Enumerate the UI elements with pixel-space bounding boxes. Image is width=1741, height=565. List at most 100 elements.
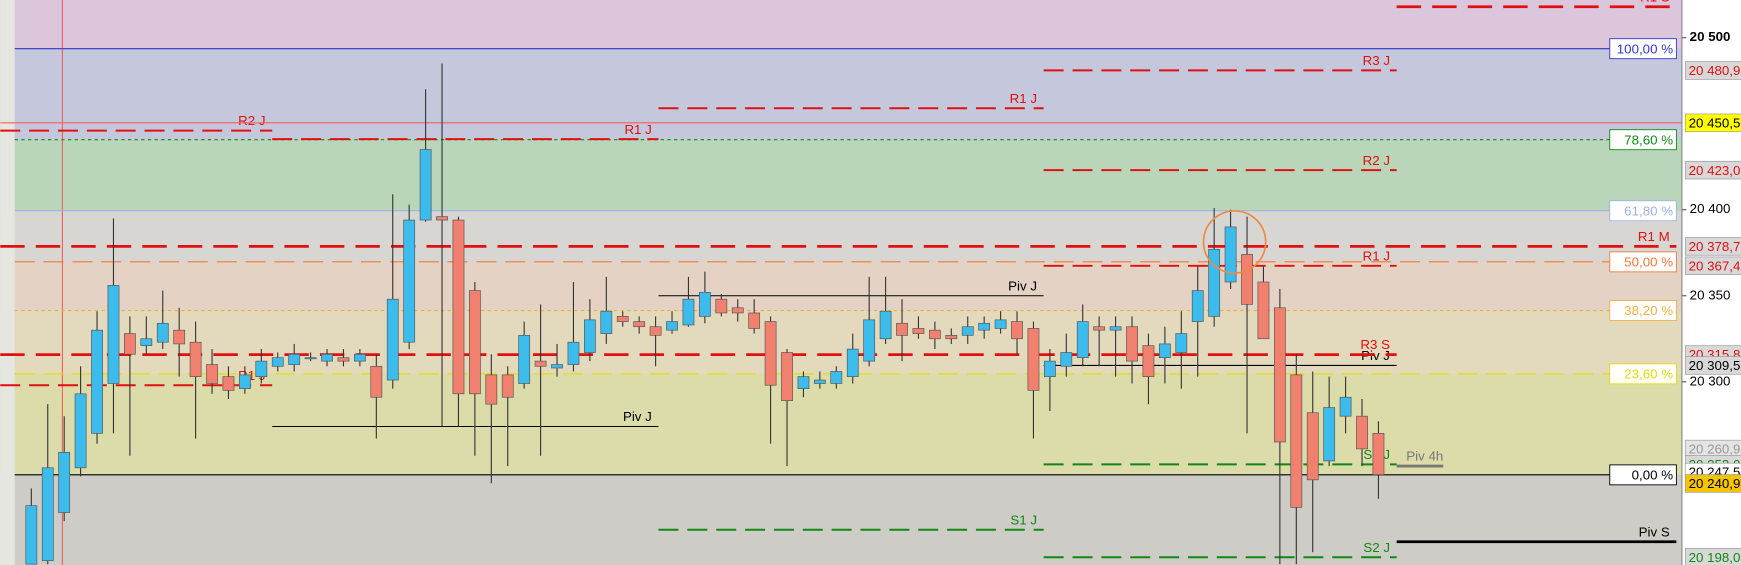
level-label: R3 J [1363,53,1390,68]
price-tag [1684,61,1741,80]
price-tag-label: 20 240,9 [1689,476,1741,491]
fib-label-box [1609,300,1677,321]
level-label: Piv J [1008,278,1037,293]
y-tick-label: 20 300 [1690,373,1731,388]
candle-body [58,451,71,513]
candle-body [41,467,54,562]
candle-body [699,291,711,317]
y-tick-label: 20 400 [1690,201,1731,216]
level-label: R2 J [1363,153,1390,168]
price-tag-label: 20 309,5 [1689,358,1741,373]
candle-body [304,357,317,360]
price-tag-label: 20 367,4 [1689,258,1741,273]
price-tag [1684,113,1741,133]
level-label: Piv S [1639,524,1670,539]
candle-body [518,334,531,384]
candle-body [1011,321,1023,340]
fib-zone [0,310,1682,374]
candle-body [501,374,514,398]
fib-label: 50,00 % [1624,254,1673,269]
candle-body [1241,254,1253,305]
candle-body [879,310,892,340]
candle-body [896,322,908,336]
level-label: Piv J [623,409,652,424]
candle-body [1109,326,1122,331]
level-label: R1 M [1638,229,1670,244]
candle-body [1158,343,1171,359]
level-label: R1 J [1010,91,1037,106]
candle-body [1273,307,1286,443]
candle-body [912,328,925,334]
candle-body [1076,321,1089,359]
level-label: R1 J [1363,248,1390,263]
candle-body [1060,352,1073,367]
fib-label: 100,00 % [1617,41,1673,56]
fib-label-box [1609,38,1677,60]
candle-body [616,316,629,322]
candle-body [1224,226,1237,283]
candle-body [748,312,761,329]
fib-label: 0,00 % [1632,467,1674,482]
candle-body [469,290,481,395]
candle-body [370,365,383,398]
candle-body [797,376,810,389]
candle-body [337,357,350,362]
candle-body [551,364,563,369]
price-tag-label: 20 260,9 [1689,442,1741,457]
candle-body [781,352,793,402]
candle-body [1323,407,1336,462]
price-tag [1684,160,1741,180]
fib-label: 78,60 % [1624,132,1673,147]
price-tag-label: 20 198,0 [1689,550,1741,565]
candle-body [156,322,169,343]
candle-body [945,334,958,340]
candle-body [173,329,186,345]
candle-body [814,379,826,384]
candle-body [1372,433,1385,476]
candle-body [633,321,646,328]
price-tag-label: 20 423,0 [1689,163,1741,178]
candle-body [1093,326,1106,331]
level-label: R3 S [1360,337,1390,352]
candle-body [830,371,843,384]
candle-body [140,338,153,346]
y-tick-label: 20 500 [1690,29,1731,44]
candle-body [1306,412,1319,481]
fib-label: 38,20 % [1624,303,1673,318]
candle-body [1356,415,1368,450]
fib-label-box [1609,129,1677,151]
candle-body [1027,328,1040,391]
fib-label-box [1609,363,1677,385]
fib-label-box [1609,251,1677,273]
candle-body [1043,360,1056,377]
y-tick-label: 20 350 [1690,287,1731,302]
candle-body [961,326,974,336]
candle-body [567,341,580,365]
fib-zone [0,139,1682,211]
fib-zone [0,48,1682,140]
price-tag [1684,474,1741,493]
candle-body [91,329,103,434]
level-label: Piv J [1361,348,1390,363]
fib-zone [0,0,1682,49]
price-tag [1684,548,1741,565]
candle-body [978,322,991,331]
level-label: R2 J [238,113,265,128]
candle-body [288,353,301,365]
level-label: Piv 4h [1406,449,1443,464]
candle-body [1208,248,1221,317]
price-tag [1684,237,1741,256]
candle-body [222,376,235,391]
highlight-circle [1202,210,1267,274]
candle-body [485,374,498,405]
candle-body [1175,333,1188,353]
candle-body [1142,345,1155,377]
candle-body [452,219,465,395]
price-tag [1684,356,1741,375]
candle-body [107,285,120,384]
price-tag [1684,256,1741,276]
candle-body [419,149,432,221]
candle-body [354,353,366,362]
